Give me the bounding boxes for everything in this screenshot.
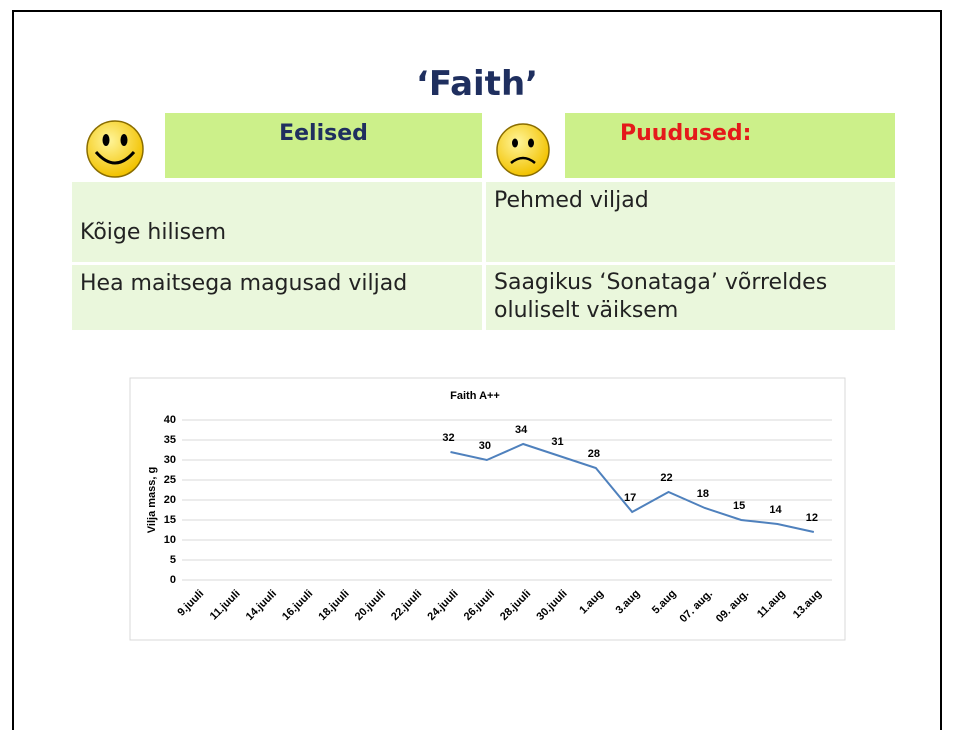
data-label: 17 [624,492,636,504]
header-cell: Eelised [165,113,482,178]
y-tick-label: 15 [164,514,176,526]
header-cell: Puudused: [565,113,895,178]
table-cell: Hea maitsega magusad viljad [72,265,482,330]
y-tick-label: 35 [164,434,176,446]
data-label: 30 [479,440,491,452]
y-tick-label: 5 [170,554,176,566]
y-tick-label: 40 [164,414,176,426]
data-label: 12 [806,512,818,524]
y-tick-label: 20 [164,494,176,506]
y-tick-label: 30 [164,454,176,466]
chart-frame [129,377,846,641]
y-tick-label: 0 [170,574,176,586]
y-tick-label: 10 [164,534,176,546]
slide-title: ‘Faith’ [415,64,539,104]
chart-title: Faith A++ [450,390,500,402]
data-line [450,442,815,533]
data-label: 32 [442,432,454,444]
table-cell: Saagikus ‘Sonataga’ võrreldes oluliselt … [486,265,895,330]
data-label: 31 [551,436,563,448]
data-label: 18 [697,488,709,500]
y-tick-label: 25 [164,474,176,486]
data-label: 15 [733,500,745,512]
sad-icon [496,123,550,177]
y-axis-label: Vilja mass, g [146,467,158,533]
smiley-icon [86,120,144,178]
table-cell: Kõige hilisem [72,182,482,262]
data-label: 28 [588,448,600,460]
data-label: 34 [515,424,528,436]
slide-frame [12,10,942,730]
data-label: 14 [769,504,782,516]
table-cell: Pehmed viljad [486,182,895,262]
data-label: 22 [660,472,672,484]
